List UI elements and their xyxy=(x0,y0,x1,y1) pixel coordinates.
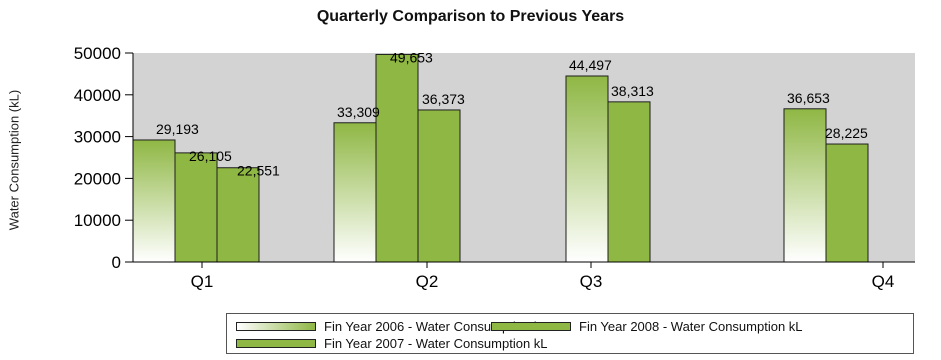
bar-q1-series-1 xyxy=(132,139,176,263)
x-tick-label: Q4 xyxy=(872,272,895,291)
bar-chart: 0 10000 20000 30000 40000 50000 29,193 26,105 2… xyxy=(74,44,915,291)
x-tick-label: Q3 xyxy=(580,272,603,291)
x-tick-label: Q1 xyxy=(191,272,214,291)
data-label: 49,653 xyxy=(390,49,433,65)
data-label: 28,225 xyxy=(825,125,868,141)
bar-q2-series-1 xyxy=(333,122,377,263)
legend-item-2008: Fin Year 2008 - Water Consumption kL xyxy=(491,319,803,334)
bar-q2-series-3 xyxy=(417,109,461,263)
x-tick-label: Q2 xyxy=(416,272,439,291)
data-label: 36,373 xyxy=(422,91,465,107)
y-tick-label: 40000 xyxy=(74,86,121,105)
bar-q2-series-2 xyxy=(375,53,419,263)
bar-q4-series-3 xyxy=(825,143,869,263)
data-label: 26,105 xyxy=(189,148,232,164)
legend-label-2008: Fin Year 2008 - Water Consumption kL xyxy=(579,319,803,334)
legend: Fin Year 2006 - Water Consumption kL Fin… xyxy=(226,313,914,354)
y-tick-label: 30000 xyxy=(74,128,121,147)
data-label: 44,497 xyxy=(569,57,612,73)
data-label: 22,551 xyxy=(237,163,280,179)
legend-swatch-2006 xyxy=(236,322,316,331)
bar-q1-series-2 xyxy=(174,152,218,263)
legend-item-2007: Fin Year 2007 - Water Consumption kL xyxy=(236,336,548,351)
bar-q3-series-3 xyxy=(607,101,651,263)
data-label: 33,309 xyxy=(337,104,380,120)
data-label: 38,313 xyxy=(611,83,654,99)
bar-q4-series-1 xyxy=(783,108,827,263)
chart-title: Quarterly Comparison to Previous Years xyxy=(316,8,625,25)
y-tick-label: 50000 xyxy=(74,44,121,63)
y-tick-label: 0 xyxy=(112,253,121,272)
y-tick-label: 10000 xyxy=(74,211,121,230)
bar-q1-series-3 xyxy=(216,167,260,263)
data-label: 29,193 xyxy=(156,121,199,137)
y-tick-label: 20000 xyxy=(74,169,121,188)
data-label: 36,653 xyxy=(787,90,830,106)
legend-swatch-2007 xyxy=(236,339,316,348)
bar-q3-series-1 xyxy=(565,75,609,263)
legend-swatch-2008 xyxy=(491,322,571,331)
legend-label-2007: Fin Year 2007 - Water Consumption kL xyxy=(324,336,548,351)
